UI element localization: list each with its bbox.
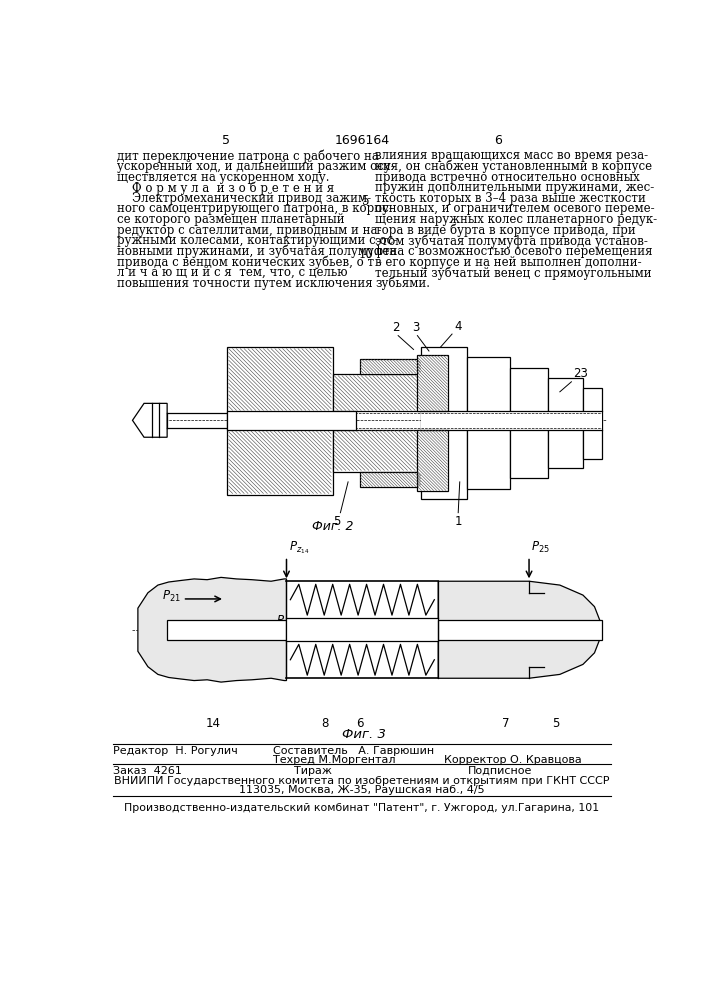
Text: 10: 10 xyxy=(358,248,373,261)
Text: $P_{y_{14}}$: $P_{y_{14}}$ xyxy=(276,613,296,630)
Bar xyxy=(286,618,438,641)
Text: Техред М.Моргентал: Техред М.Моргентал xyxy=(274,755,396,765)
Text: 2: 2 xyxy=(392,321,399,334)
Text: $P_{25}$: $P_{25}$ xyxy=(532,540,550,555)
Bar xyxy=(583,388,602,459)
Polygon shape xyxy=(132,403,167,437)
Text: основных, и ограничителем осевого переме-: основных, и ограничителем осевого переме… xyxy=(375,202,655,215)
Text: Фиг. 2: Фиг. 2 xyxy=(312,520,354,533)
Bar xyxy=(549,411,583,430)
Bar xyxy=(333,430,421,472)
Polygon shape xyxy=(138,577,286,682)
Text: 4: 4 xyxy=(455,320,462,333)
Text: ружными колесами, контактирующими с ос-: ружными колесами, контактирующими с ос- xyxy=(117,234,397,247)
Text: 5: 5 xyxy=(333,515,340,528)
Text: пружин дополнительными пружинами, жес-: пружин дополнительными пружинами, жес- xyxy=(375,181,654,194)
Bar xyxy=(360,472,421,487)
Text: повышения точности путем исключения: повышения точности путем исключения xyxy=(117,277,373,290)
Text: 14: 14 xyxy=(206,717,221,730)
Text: Производственно-издательский комбинат "Патент", г. Ужгород, ул.Гагарина, 101: Производственно-издательский комбинат "П… xyxy=(124,803,600,813)
Text: Ф о р м у л а  и з о б р е т е н и я: Ф о р м у л а и з о б р е т е н и я xyxy=(117,181,334,195)
Bar xyxy=(467,411,510,430)
Bar xyxy=(421,411,467,430)
Text: 1: 1 xyxy=(455,515,462,528)
Text: ществляется на ускоренном ходу.: ществляется на ускоренном ходу. xyxy=(117,171,329,184)
Text: 6: 6 xyxy=(356,717,363,730)
Bar xyxy=(417,430,448,491)
Text: 3: 3 xyxy=(412,321,419,334)
Text: зубьями.: зубьями. xyxy=(375,277,430,290)
Text: тельный зубчатый венец с прямоугольными: тельный зубчатый венец с прямоугольными xyxy=(375,266,652,280)
Text: се которого размещен планетарный: се которого размещен планетарный xyxy=(117,213,345,226)
Text: 6: 6 xyxy=(494,134,502,147)
Text: новными пружинами, и зубчатая полумуфта: новными пружинами, и зубчатая полумуфта xyxy=(117,245,397,258)
Text: $P_{z_{14}}$: $P_{z_{14}}$ xyxy=(288,539,309,556)
Text: редуктор с сателлитами, приводным и на-: редуктор с сателлитами, приводным и на- xyxy=(117,224,382,237)
Text: Заказ  4261: Заказ 4261 xyxy=(113,766,182,776)
Text: ускоренный ход, и дальнейший разжим осу-: ускоренный ход, и дальнейший разжим осу- xyxy=(117,160,395,173)
Text: привода встречно относительно основных: привода встречно относительно основных xyxy=(375,171,640,184)
Text: 113035, Москва, Ж-35, Раушская наб., 4/5: 113035, Москва, Ж-35, Раушская наб., 4/5 xyxy=(239,785,485,795)
Text: привода с венцом конических зубьев, о т -: привода с венцом конических зубьев, о т … xyxy=(117,256,382,269)
Bar xyxy=(227,347,333,495)
Text: влияния вращающихся масс во время реза-: влияния вращающихся масс во время реза- xyxy=(375,149,648,162)
Text: 5: 5 xyxy=(223,134,230,147)
Text: щения наружных колес планетарного редук-: щения наружных колес планетарного редук- xyxy=(375,213,658,226)
Text: 23: 23 xyxy=(573,367,588,380)
Text: 8: 8 xyxy=(321,717,329,730)
Text: этом зубчатая полумуфта привода установ-: этом зубчатая полумуфта привода установ- xyxy=(375,234,648,248)
Text: $P_{21}$: $P_{21}$ xyxy=(162,589,181,604)
Text: ВНИИПИ Государственного комитета по изобретениям и открытиям при ГКНТ СССР: ВНИИПИ Государственного комитета по изоб… xyxy=(115,776,609,786)
Text: Корректор О. Кравцова: Корректор О. Кравцова xyxy=(444,755,582,765)
Polygon shape xyxy=(438,581,600,678)
Text: 1696164: 1696164 xyxy=(334,134,390,147)
Bar xyxy=(227,411,356,430)
Text: 5: 5 xyxy=(362,195,370,208)
Text: дит переключение патрона с рабочего на: дит переключение патрона с рабочего на xyxy=(117,149,379,163)
Text: 7: 7 xyxy=(502,717,510,730)
Text: Фиг. 3: Фиг. 3 xyxy=(341,728,385,741)
Text: тора в виде бурта в корпусе привода, при: тора в виде бурта в корпусе привода, при xyxy=(375,224,636,237)
Text: ного самоцентрирующего патрона, в корпу-: ного самоцентрирующего патрона, в корпу- xyxy=(117,202,393,215)
Text: ния, он снабжен установленными в корпусе: ния, он снабжен установленными в корпусе xyxy=(375,160,652,173)
Bar xyxy=(583,411,602,430)
Text: в его корпусе и на ней выполнен дополни-: в его корпусе и на ней выполнен дополни- xyxy=(375,256,642,269)
Bar xyxy=(360,359,421,374)
Bar xyxy=(417,355,448,411)
Bar xyxy=(510,368,549,478)
Bar xyxy=(421,347,467,499)
Text: Электромеханический привод зажим-: Электромеханический привод зажим- xyxy=(117,192,371,205)
Text: Составитель   А. Гаврюшин: Составитель А. Гаврюшин xyxy=(274,746,435,756)
Bar xyxy=(467,357,510,489)
Bar xyxy=(438,620,602,640)
Text: лена с возможностью осевого перемещения: лена с возможностью осевого перемещения xyxy=(375,245,653,258)
Bar xyxy=(167,620,286,640)
Bar xyxy=(549,378,583,468)
Bar xyxy=(510,411,549,430)
Text: Редактор  Н. Рогулич: Редактор Н. Рогулич xyxy=(113,746,238,756)
Text: ткость которых в 3–4 раза выше жесткости: ткость которых в 3–4 раза выше жесткости xyxy=(375,192,646,205)
Text: л и ч а ю щ и й с я  тем, что, с целью: л и ч а ю щ и й с я тем, что, с целью xyxy=(117,266,348,279)
Text: Тираж: Тираж xyxy=(294,766,332,776)
Text: 5: 5 xyxy=(552,717,560,730)
Bar xyxy=(333,374,421,411)
Text: Подписное: Подписное xyxy=(467,766,532,776)
